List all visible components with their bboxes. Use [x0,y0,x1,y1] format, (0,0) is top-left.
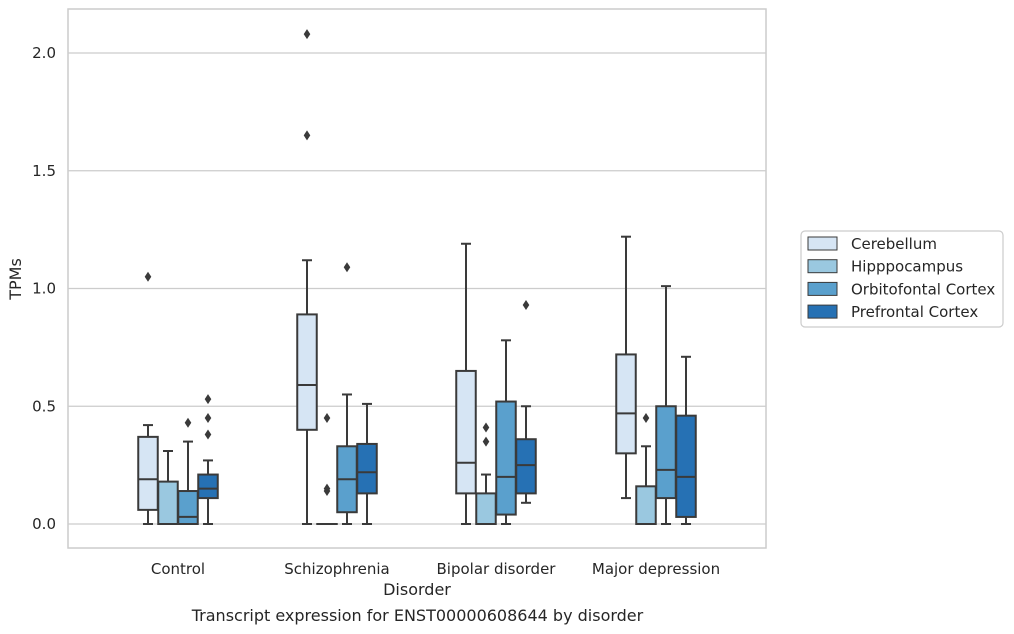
box-2-2 [495,339,517,525]
outlier-point [522,299,530,310]
y-axis-label: TPMs [6,258,25,301]
box-body [635,485,657,526]
box-0-2 [177,417,199,525]
x-tick-label: Bipolar disorder [437,560,557,578]
y-axis-ticks: 0.0 0.5 1.0 1.5 2.0 [32,44,56,533]
box-2-1 [475,422,497,526]
box-body [515,438,537,495]
box-0-1 [157,449,179,525]
box-body [157,480,179,525]
box-body [137,435,159,511]
box-0-3 [197,394,219,525]
box-3-0 [615,235,637,500]
box-1-2 [336,262,358,525]
y-tick-label: 0.5 [32,397,56,415]
outlier-point [144,271,152,282]
box-body [177,490,199,525]
figure-caption: Transcript expression for ENST0000060864… [191,606,644,625]
x-axis-ticks: Control Schizophrenia Bipolar disorder Majo… [151,560,720,578]
y-tick-label: 0.0 [32,515,56,533]
outlier-point [323,483,331,494]
legend-label: Hipppocampus [851,258,963,276]
box-body [655,405,677,500]
box-body [356,442,378,495]
outlier-point [204,429,212,440]
outlier-point [303,29,311,40]
outlier-point [303,130,311,141]
x-tick-label: Control [151,560,205,578]
outlier-point [204,413,212,424]
box-plot-marks [137,29,697,526]
x-tick-label: Schizophrenia [284,560,389,578]
box-0-0 [137,271,159,525]
y-tick-label: 1.5 [32,162,56,180]
plot-area-frame [67,8,767,549]
box-body [455,369,477,495]
legend-label: Prefrontal Cortex [851,303,978,321]
legend-label: Cerebellum [851,235,937,253]
box-3-2 [655,285,677,525]
box-2-0 [455,242,477,525]
legend-frame [800,230,1004,328]
box-body [296,313,318,431]
outlier-point [642,413,650,424]
outlier-point [482,436,490,447]
box-1-1 [316,413,338,526]
outlier-point [204,394,212,405]
box-3-3 [675,355,697,525]
box-1-0 [296,29,318,525]
box-body [675,414,697,518]
legend-swatch [807,281,838,296]
outlier-point [323,413,331,424]
legend-swatch [807,236,838,251]
box-body [197,473,219,500]
legend-swatch [807,259,838,274]
box-2-3 [515,299,537,504]
legend-swatch [807,304,838,319]
outlier-point [482,422,490,433]
box-3-1 [635,413,657,526]
outlier-point [343,262,351,273]
legend: Cerebellum Hipppocampus Orbitofontal Corte… [800,230,1004,328]
x-axis-label: Disorder [383,580,451,599]
box-body [475,492,497,526]
outlier-point [184,417,192,428]
y-tick-label: 2.0 [32,44,56,62]
box-1-3 [356,402,378,525]
y-tick-label: 1.0 [32,280,56,298]
legend-label: Orbitofontal Cortex [851,280,995,298]
box-body [615,353,637,455]
x-tick-label: Major depression [592,560,720,578]
box-body [495,400,517,516]
